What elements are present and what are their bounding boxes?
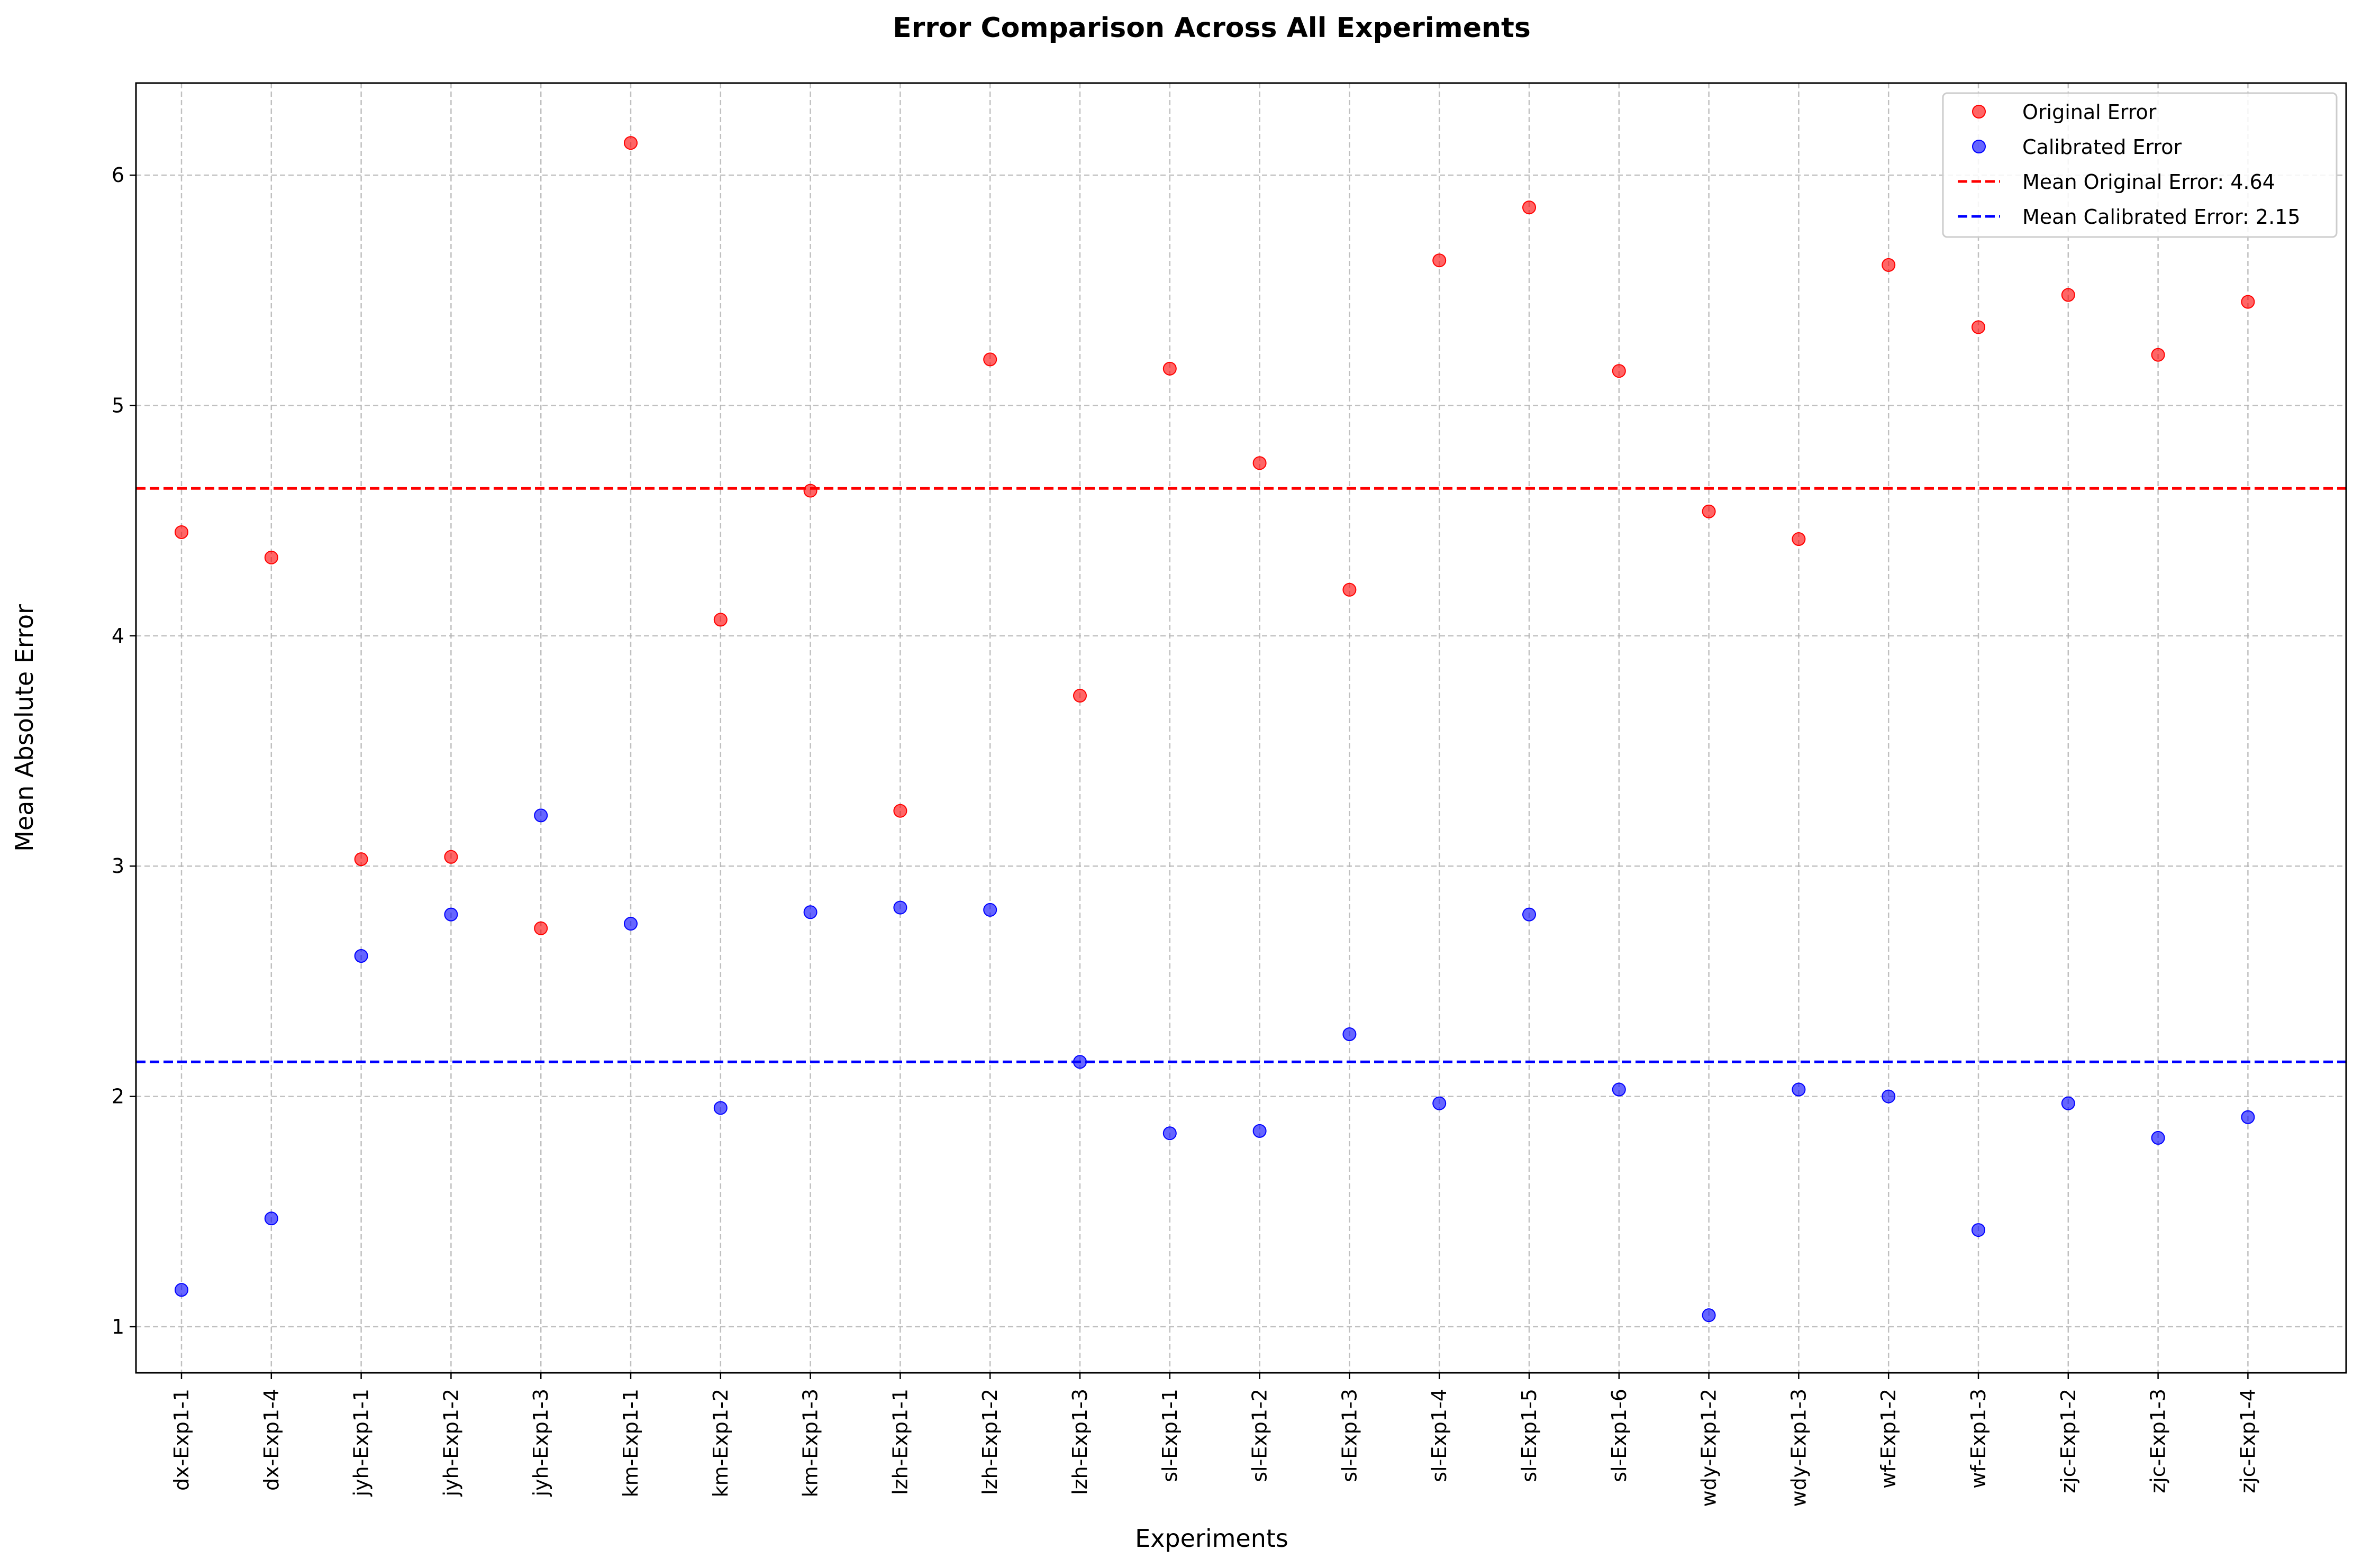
x-tick-label: km-Exp1-2 xyxy=(709,1389,732,1497)
original-error-point xyxy=(1162,361,1177,376)
calibrated-error-point xyxy=(1342,1027,1357,1042)
original-error-point xyxy=(893,804,907,818)
calibrated-error-point xyxy=(1432,1096,1447,1110)
x-tick-label: wf-Exp1-2 xyxy=(1877,1389,1900,1489)
calibrated-error-point xyxy=(1162,1126,1177,1141)
calibrated-error-point xyxy=(175,1283,188,1297)
x-tick-label: km-Exp1-3 xyxy=(799,1389,822,1497)
original-error-point xyxy=(354,852,368,867)
legend: Original Error Calibrated Error Mean Ori… xyxy=(1942,92,2338,238)
original-error-point xyxy=(803,484,817,498)
reference-lines xyxy=(136,487,2346,1063)
calibrated-error-point xyxy=(1612,1082,1626,1097)
original-error-point xyxy=(1882,258,1896,272)
original-error-point xyxy=(2241,295,2255,309)
x-tick-label: sl-Exp1-5 xyxy=(1518,1389,1541,1482)
x-tick-label: sl-Exp1-4 xyxy=(1428,1389,1451,1482)
x-tick-label: jyh-Exp1-1 xyxy=(350,1389,373,1497)
x-tick-label: sl-Exp1-6 xyxy=(1607,1389,1631,1482)
x-tick-label: lzh-Exp1-2 xyxy=(978,1389,1002,1495)
chart-title: Error Comparison Across All Experiments xyxy=(893,12,1531,44)
plot-frame xyxy=(135,82,2347,1374)
x-tick-label: jyh-Exp1-2 xyxy=(439,1389,462,1497)
x-tick-label: zjc-Exp1-4 xyxy=(2236,1389,2259,1493)
y-tick-label: 5 xyxy=(112,394,124,417)
x-tick-label: wf-Exp1-3 xyxy=(1967,1389,1990,1489)
x-tick-label: lzh-Exp1-3 xyxy=(1068,1389,1092,1495)
calibrated-error-point xyxy=(444,907,458,922)
legend-frame xyxy=(1942,92,2338,238)
calibrated-error-point xyxy=(983,902,997,917)
x-tick-label: km-Exp1-1 xyxy=(619,1389,642,1497)
y-tick-label: 3 xyxy=(112,854,124,878)
calibrated-error-point xyxy=(1972,1223,1985,1237)
legend-marker-calibrated xyxy=(1972,140,1986,153)
calibrated-error-point xyxy=(534,808,548,823)
original-error-point xyxy=(1252,456,1267,470)
y-tick-label: 4 xyxy=(112,624,124,648)
x-tick-label: sl-Exp1-3 xyxy=(1338,1389,1361,1482)
legend-label-calibrated: Calibrated Error xyxy=(2022,135,2182,159)
calibrated-error-point xyxy=(1252,1124,1267,1138)
x-tick-label: wdy-Exp1-2 xyxy=(1697,1389,1721,1507)
calibrated-error-point xyxy=(713,1101,728,1115)
x-tick-label: wdy-Exp1-3 xyxy=(1787,1389,1810,1507)
calibrated-error-point xyxy=(1882,1089,1896,1104)
x-axis-label: Experiments xyxy=(1135,1524,1288,1553)
original-error-point xyxy=(624,136,638,150)
x-tick-label: jyh-Exp1-3 xyxy=(529,1389,552,1497)
x-tick-label: dx-Exp1-4 xyxy=(260,1389,283,1491)
calibrated-error-point xyxy=(1792,1082,1806,1097)
calibrated-error-point xyxy=(893,900,907,915)
calibrated-error-point xyxy=(2151,1131,2165,1145)
calibrated-error-point xyxy=(624,917,638,931)
calibrated-error-point xyxy=(803,905,817,919)
calibrated-error-point xyxy=(2241,1110,2255,1124)
original-error-point xyxy=(1073,689,1087,703)
legend-marker-original xyxy=(1972,105,1986,118)
y-tick-label: 1 xyxy=(112,1315,124,1338)
calibrated-error-point xyxy=(354,949,368,963)
x-tick-label: sl-Exp1-2 xyxy=(1248,1389,1271,1482)
y-tick-label: 2 xyxy=(112,1085,124,1108)
y-axis: 1 2 3 4 5 6 xyxy=(112,163,136,1338)
legend-label-mean-calibrated: Mean Calibrated Error: 2.15 xyxy=(2022,205,2301,229)
original-error-point xyxy=(713,613,728,627)
original-error-point xyxy=(534,921,548,935)
x-tick-label: dx-Exp1-1 xyxy=(170,1389,193,1491)
x-tick-label: zjc-Exp1-3 xyxy=(2147,1389,2170,1493)
original-error-point xyxy=(1432,253,1447,268)
legend-label-mean-original: Mean Original Error: 4.64 xyxy=(2022,170,2275,194)
original-error-point xyxy=(444,850,458,864)
original-error-point xyxy=(1612,364,1626,378)
x-axis: dx-Exp1-1 dx-Exp1-4 jyh-Exp1-1 jyh-Exp1-2 jy… xyxy=(170,1373,2259,1507)
original-error-point xyxy=(983,352,997,367)
y-tick-label: 6 xyxy=(112,163,124,187)
original-error-point xyxy=(1342,582,1357,597)
original-error-point xyxy=(1792,532,1806,546)
y-axis-label: Mean Absolute Error xyxy=(10,604,39,852)
original-error-point xyxy=(2151,348,2165,362)
original-error-point xyxy=(264,550,278,564)
original-error-point xyxy=(175,525,188,539)
data-points xyxy=(175,136,2255,1323)
calibrated-error-point xyxy=(1702,1308,1716,1323)
original-error-point xyxy=(1702,504,1716,518)
original-error-point xyxy=(1522,200,1536,215)
calibrated-error-point xyxy=(2061,1096,2075,1110)
x-tick-label: zjc-Exp1-2 xyxy=(2057,1389,2080,1493)
x-tick-label: lzh-Exp1-1 xyxy=(888,1389,912,1495)
legend-label-original: Original Error xyxy=(2022,101,2157,124)
calibrated-error-point xyxy=(1073,1055,1087,1069)
original-error-point xyxy=(2061,288,2075,302)
calibrated-error-point xyxy=(1522,907,1536,922)
original-error-point xyxy=(1972,320,1985,334)
calibrated-error-point xyxy=(264,1211,278,1226)
x-tick-label: sl-Exp1-1 xyxy=(1158,1389,1182,1482)
